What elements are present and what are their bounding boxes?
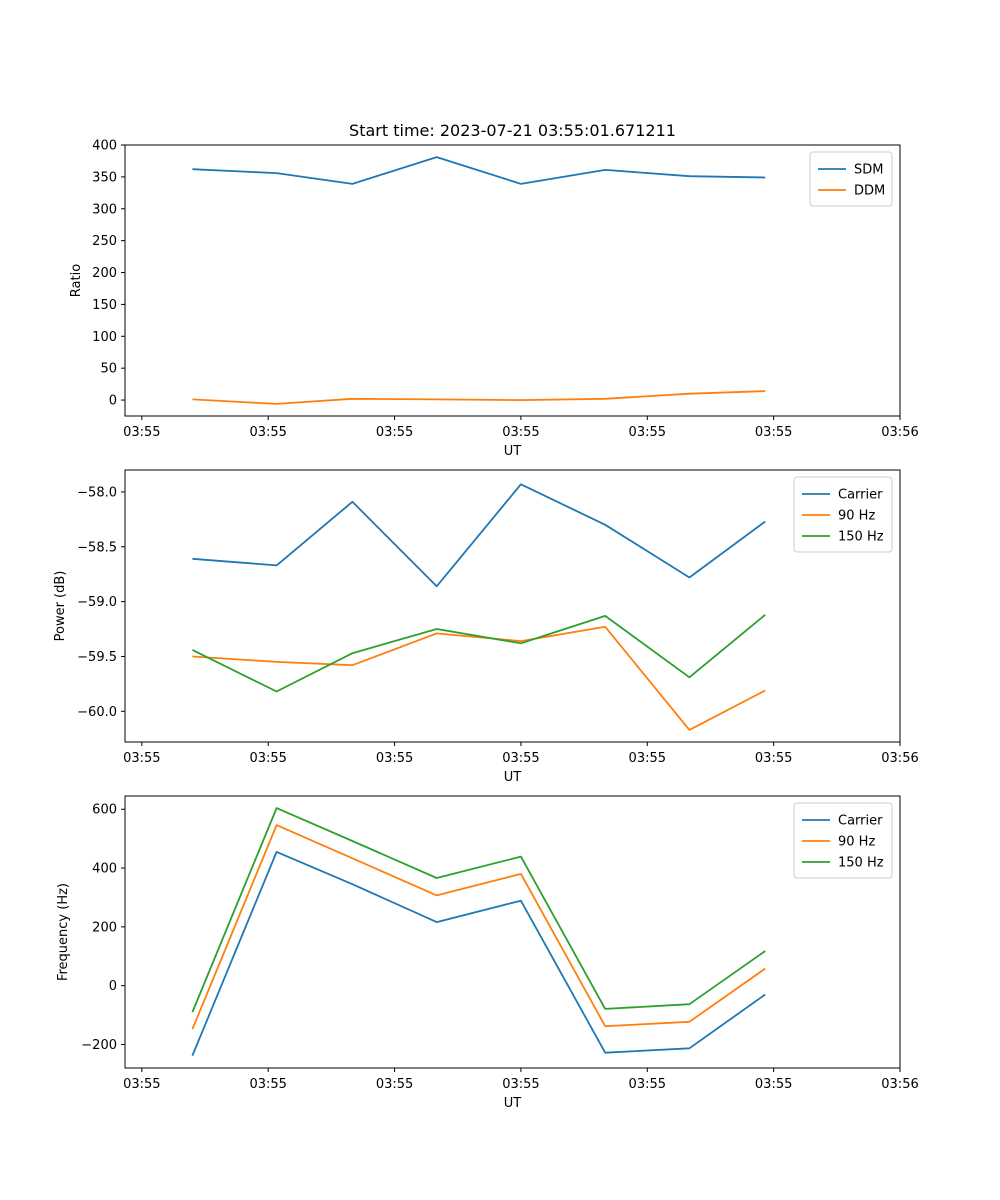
series-line-carrier (191, 851, 766, 1056)
plot-area (125, 796, 900, 1068)
series-line-carrier (192, 483, 766, 588)
axes-frame (124, 144, 901, 417)
series-line-ddm (192, 390, 766, 405)
legend-label: DDM (854, 184, 885, 199)
legend-label: Carrier (838, 488, 883, 503)
y-tick-label: 600 (92, 803, 117, 818)
y-tick-label: −58.5 (77, 540, 117, 555)
x-tick-label: 03:56 (881, 751, 918, 766)
legend-label: SDM (854, 163, 883, 178)
y-tick-label: 100 (92, 330, 117, 345)
x-axis-label: UT (504, 444, 522, 459)
y-tick-label: 200 (92, 920, 117, 935)
y-axis-label: Power (dB) (53, 571, 68, 642)
legend-box (793, 476, 893, 553)
y-tick-label: 400 (92, 862, 117, 877)
legend-box (793, 802, 893, 879)
y-tick-label: 0 (109, 979, 117, 994)
series-line-150-hz (192, 614, 766, 693)
y-tick-label: −200 (81, 1038, 117, 1053)
legend-label: 150 Hz (838, 856, 884, 871)
x-tick-label: 03:55 (376, 425, 413, 440)
x-tick-label: 03:55 (376, 1077, 413, 1092)
x-tick-label: 03:55 (376, 751, 413, 766)
x-tick-label: 03:56 (881, 1077, 918, 1092)
legend-box (809, 151, 893, 207)
y-tick-label: −59.0 (77, 595, 117, 610)
ratio-panel: 03:55 03:55 03:55 03:55 03:55 03:55 03:56 0 50 10… (69, 139, 919, 460)
y-tick-label: 200 (92, 266, 117, 281)
series-line-90-hz (191, 824, 766, 1030)
legend: Carrier 90 Hz 150 Hz (793, 476, 893, 553)
power-panel: 03:55 03:55 03:55 03:55 03:55 03:55 03:56 −58.0… (53, 469, 919, 785)
y-tick-label: 400 (92, 139, 117, 154)
y-tick-label: −59.5 (77, 650, 117, 665)
y-axis-label: Frequency (Hz) (56, 883, 71, 981)
x-tick-label: 03:55 (249, 425, 286, 440)
y-tick-label: 150 (92, 298, 117, 313)
y-tick-label: 300 (92, 202, 117, 217)
x-axis-label: UT (504, 1096, 522, 1111)
x-tick-label: 03:55 (629, 751, 666, 766)
legend-label: Carrier (838, 814, 883, 829)
legend-label: 90 Hz (838, 835, 875, 850)
y-tick-label: −60.0 (77, 705, 117, 720)
x-tick-label: 03:55 (755, 425, 792, 440)
legend-label: 150 Hz (838, 530, 884, 545)
legend: Carrier 90 Hz 150 Hz (793, 802, 893, 879)
x-axis-label: UT (504, 770, 522, 785)
x-tick-label: 03:55 (502, 425, 539, 440)
chart-title: Start time: 2023-07-21 03:55:01.671211 (349, 121, 676, 140)
y-tick-label: 250 (92, 234, 117, 249)
x-tick-label: 03:56 (881, 425, 918, 440)
x-tick-label: 03:55 (123, 425, 160, 440)
plot-area (125, 145, 900, 416)
x-tick-label: 03:55 (123, 751, 160, 766)
x-tick-label: 03:55 (249, 1077, 286, 1092)
y-tick-label: −58.0 (77, 485, 117, 500)
x-tick-label: 03:55 (629, 425, 666, 440)
legend-label: 90 Hz (838, 509, 875, 524)
series-line-150-hz (191, 807, 766, 1013)
axes-frame (124, 795, 901, 1069)
legend: SDM DDM (809, 151, 893, 207)
x-tick-label: 03:55 (123, 1077, 160, 1092)
frequency-panel: 03:55 03:55 03:55 03:55 03:55 03:55 03:56 600 40… (56, 795, 919, 1111)
plot-area (125, 470, 900, 742)
y-tick-label: 50 (100, 362, 117, 377)
x-tick-label: 03:55 (755, 1077, 792, 1092)
axes-frame (124, 469, 901, 743)
x-tick-label: 03:55 (502, 1077, 539, 1092)
y-tick-label: 0 (109, 394, 117, 409)
y-tick-label: 350 (92, 170, 117, 185)
x-tick-label: 03:55 (502, 751, 539, 766)
x-tick-label: 03:55 (249, 751, 286, 766)
y-axis-label: Ratio (69, 264, 84, 297)
x-tick-label: 03:55 (755, 751, 792, 766)
series-line-90-hz (192, 625, 766, 731)
x-tick-label: 03:55 (629, 1077, 666, 1092)
series-line-sdm (192, 156, 766, 185)
